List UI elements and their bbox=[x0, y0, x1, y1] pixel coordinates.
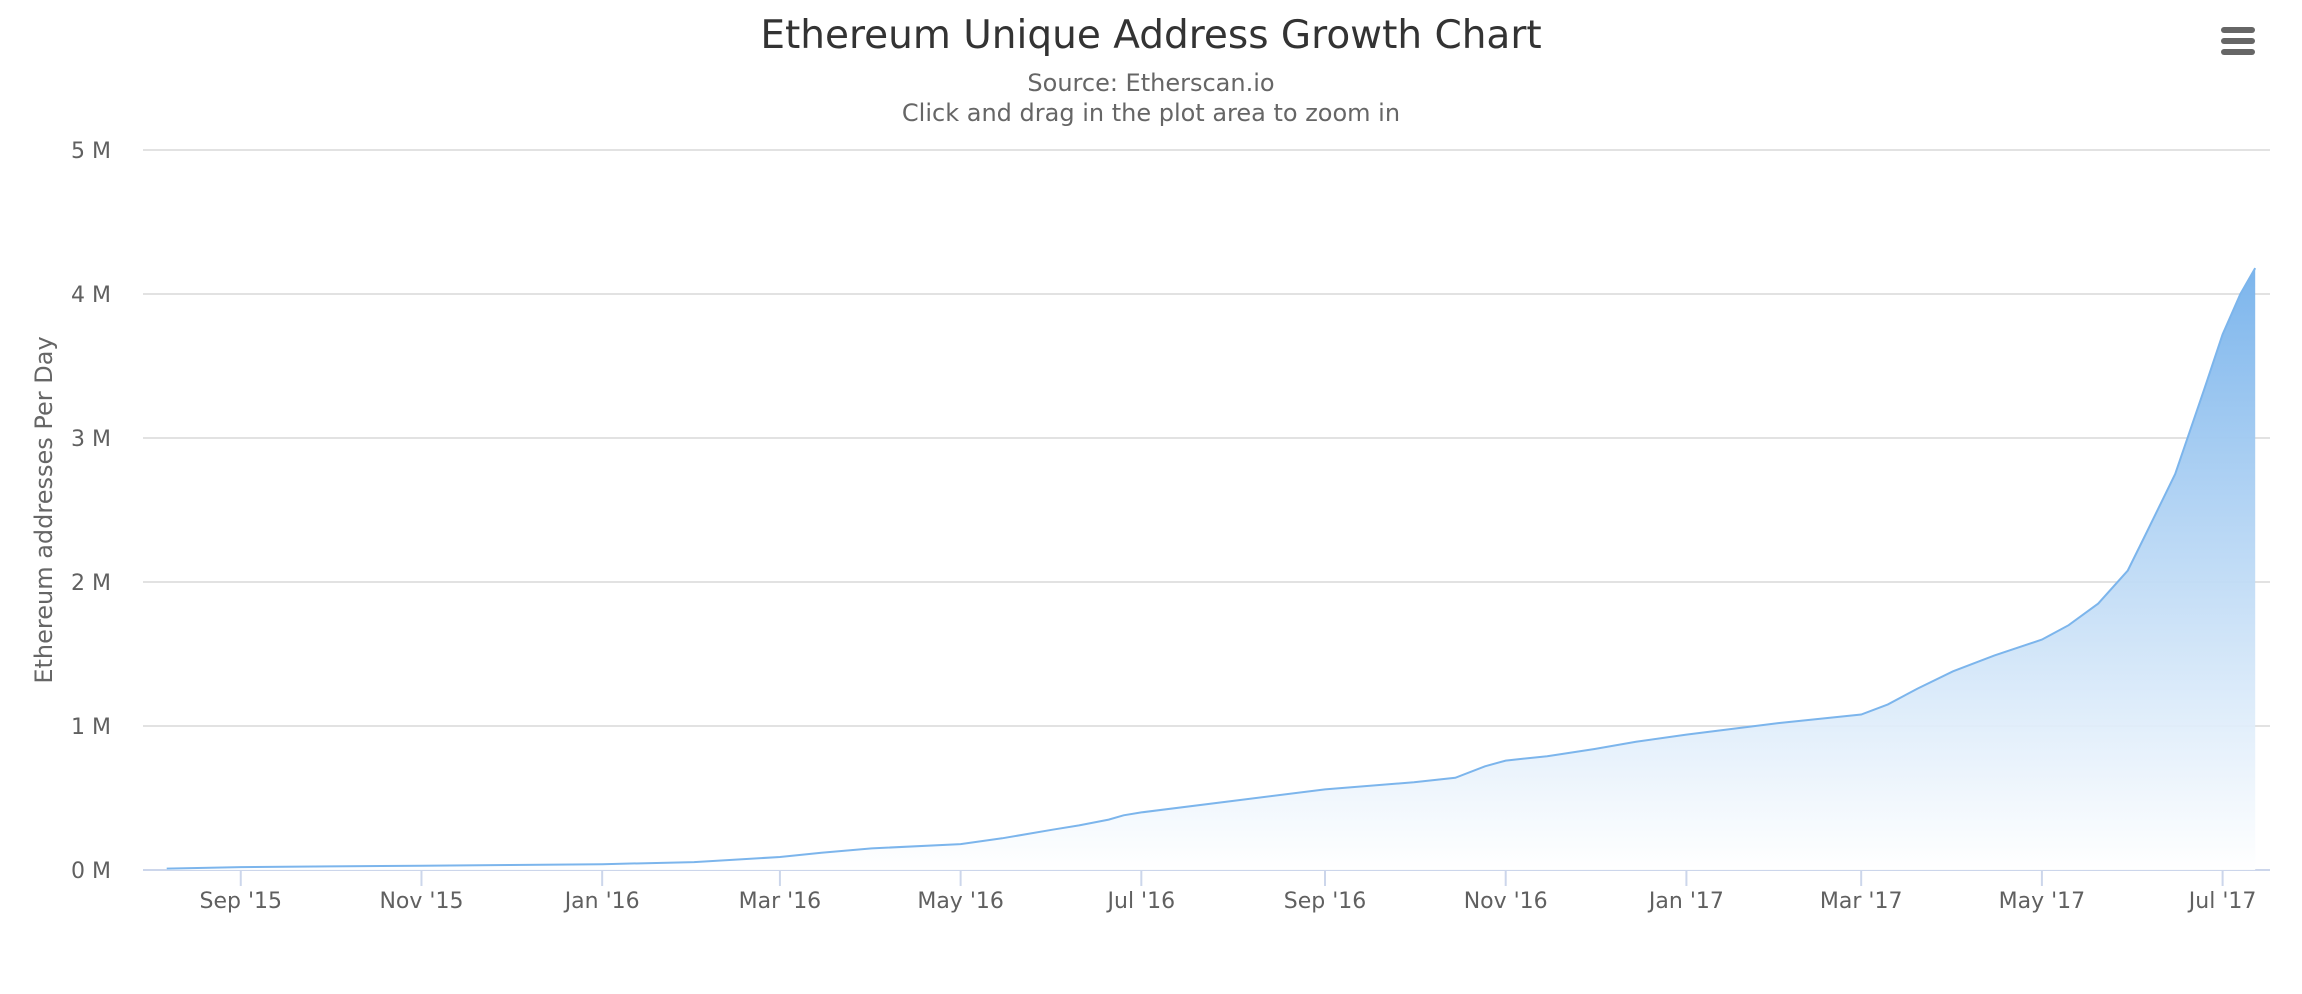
data-point bbox=[1078, 824, 1080, 826]
data-point bbox=[1993, 654, 1995, 656]
data-point bbox=[1594, 748, 1596, 750]
data-point bbox=[960, 843, 962, 845]
data-point bbox=[329, 865, 331, 867]
chart-subtitle-zoom-hint: Click and drag in the plot area to zoom … bbox=[901, 99, 1401, 127]
data-point bbox=[2097, 603, 2099, 605]
y-tick-label: 2 M bbox=[71, 571, 111, 596]
y-tick-label: 3 M bbox=[71, 427, 111, 452]
data-point bbox=[1635, 741, 1637, 743]
x-tick-label: May '17 bbox=[1999, 889, 2086, 914]
chart-title: Ethereum Unique Address Growth Chart bbox=[760, 13, 1542, 58]
data-point bbox=[2239, 293, 2241, 295]
data-point bbox=[779, 856, 781, 858]
data-point bbox=[871, 847, 873, 849]
y-tick-label: 4 M bbox=[71, 283, 111, 308]
data-point bbox=[1916, 688, 1918, 690]
data-point bbox=[2204, 387, 2206, 389]
data-point bbox=[2068, 624, 2070, 626]
x-tick-label: Nov '15 bbox=[379, 889, 463, 914]
y-tick-label: 0 M bbox=[71, 859, 111, 884]
data-point bbox=[1777, 722, 1779, 724]
hamburger-menu-icon[interactable] bbox=[2216, 22, 2260, 62]
data-point bbox=[509, 864, 511, 866]
data-point bbox=[601, 863, 603, 865]
y-tick-label: 1 M bbox=[71, 715, 111, 740]
x-tick-label: Jul '16 bbox=[1106, 889, 1176, 914]
x-tick-label: Jul '17 bbox=[2187, 889, 2257, 914]
y-tick-label: 5 M bbox=[71, 139, 111, 164]
series-area bbox=[166, 268, 2256, 871]
data-point bbox=[1887, 703, 1889, 705]
data-point bbox=[2127, 569, 2129, 571]
data-point bbox=[2041, 639, 2043, 641]
data-point bbox=[820, 852, 822, 854]
x-axis: Sep '15 Nov '15 Jan '16 Mar '16 May '16 Jul '… bbox=[143, 869, 2270, 914]
data-point bbox=[1685, 734, 1687, 736]
data-point bbox=[1108, 819, 1110, 821]
series-group[interactable] bbox=[166, 267, 2257, 871]
gridlines bbox=[143, 149, 2270, 727]
data-point bbox=[1232, 800, 1234, 802]
data-point bbox=[2222, 333, 2224, 335]
data-point bbox=[693, 861, 695, 863]
x-tick-label: Jan '16 bbox=[563, 889, 640, 914]
data-point bbox=[1324, 788, 1326, 790]
data-point bbox=[1505, 760, 1507, 762]
x-tick-label: Mar '17 bbox=[1820, 889, 1903, 914]
x-tick-label: Mar '16 bbox=[739, 889, 822, 914]
data-point bbox=[2254, 267, 2256, 269]
data-point bbox=[2174, 473, 2176, 475]
data-point bbox=[166, 868, 168, 870]
data-point bbox=[1546, 755, 1548, 757]
chart-subtitle-source: Source: Etherscan.io bbox=[1027, 69, 1275, 97]
y-axis-label: Ethereum addresses Per Day bbox=[30, 336, 58, 683]
data-point bbox=[1860, 713, 1862, 715]
data-point bbox=[1484, 765, 1486, 767]
data-point bbox=[1454, 777, 1456, 779]
y-axis-ticks: 0 M 1 M 2 M 3 M 4 M 5 M bbox=[71, 139, 111, 884]
x-tick-label: Sep '16 bbox=[1284, 889, 1367, 914]
data-point bbox=[2145, 533, 2147, 535]
x-tick-label: Nov '16 bbox=[1464, 889, 1548, 914]
data-point bbox=[1123, 814, 1125, 816]
data-point bbox=[1140, 811, 1142, 813]
data-point bbox=[240, 866, 242, 868]
series-line bbox=[166, 267, 2257, 870]
data-point bbox=[1952, 670, 1954, 672]
x-tick-label: May '16 bbox=[917, 889, 1004, 914]
x-tick-label: Sep '15 bbox=[200, 889, 283, 914]
data-point bbox=[1001, 837, 1003, 839]
data-point bbox=[420, 865, 422, 867]
x-tick-label: Jan '17 bbox=[1647, 889, 1724, 914]
data-point bbox=[1051, 829, 1053, 831]
data-point bbox=[1413, 781, 1415, 783]
